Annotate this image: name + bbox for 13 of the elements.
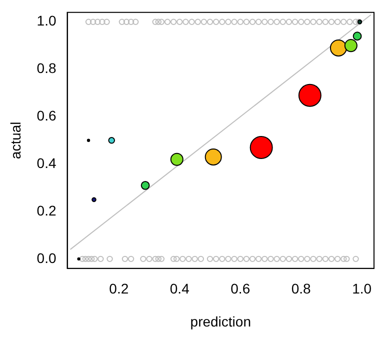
y-tick-label: 0.8 [36,60,56,76]
x-tick-label: 0.2 [109,280,129,297]
y-axis-title: actual [7,122,24,160]
x-tick-label: 0.4 [170,280,190,297]
x-tick-label: 0.6 [230,280,250,297]
x-axis-title: prediction [190,313,251,330]
y-tick-label: 0.0 [36,250,56,266]
y-tick-label: 0.2 [36,202,56,218]
x-tick-label: 1.0 [352,280,372,297]
y-tick-label: 0.4 [36,154,56,171]
y-tick-label: 1.0 [36,12,56,29]
x-tick-label: 0.8 [291,280,312,297]
y-tick-label: 0.6 [36,108,56,124]
